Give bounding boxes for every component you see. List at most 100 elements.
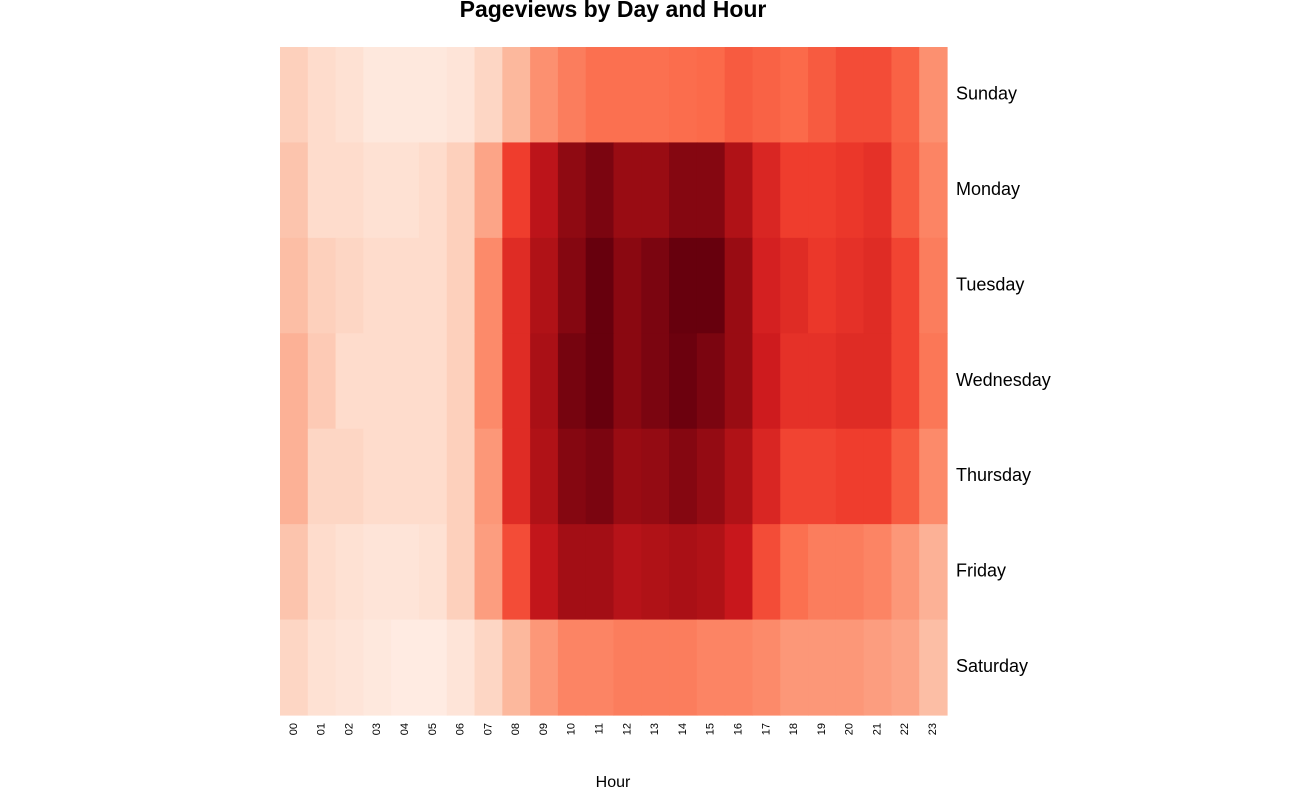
heatmap-cell-friday-12 bbox=[613, 524, 642, 621]
heatmap-cell-monday-20 bbox=[835, 142, 865, 239]
heatmap-cell-thursday-07 bbox=[474, 428, 503, 525]
row-label-saturday: Saturday bbox=[956, 656, 1028, 676]
heatmap-cell-friday-14 bbox=[669, 524, 698, 621]
heatmap-cell-sunday-14 bbox=[669, 47, 698, 144]
heatmap-cell-saturday-18 bbox=[780, 619, 809, 716]
heatmap-cell-monday-09 bbox=[530, 142, 559, 239]
heatmap-cell-monday-18 bbox=[780, 142, 809, 239]
column-label-18: 18 bbox=[788, 723, 800, 735]
heatmap-cell-friday-23 bbox=[919, 524, 948, 621]
heatmap-cell-friday-06 bbox=[446, 524, 476, 621]
heatmap-cell-monday-21 bbox=[863, 142, 893, 239]
heatmap-cell-thursday-02 bbox=[335, 428, 364, 525]
heatmap-cell-wednesday-22 bbox=[891, 333, 920, 430]
heatmap-cell-friday-04 bbox=[391, 524, 420, 621]
column-label-23: 23 bbox=[927, 723, 939, 735]
heatmap-cell-monday-22 bbox=[891, 142, 920, 239]
heatmap-cell-saturday-01 bbox=[307, 619, 337, 716]
row-label-thursday: Thursday bbox=[956, 465, 1031, 485]
heatmap-cell-thursday-00 bbox=[280, 428, 309, 525]
heatmap-cell-monday-19 bbox=[808, 142, 837, 239]
heatmap-cell-tuesday-12 bbox=[613, 237, 642, 334]
heatmap-cell-monday-10 bbox=[557, 142, 587, 239]
heatmap-cell-thursday-11 bbox=[585, 428, 615, 525]
heatmap-cell-thursday-17 bbox=[752, 428, 781, 525]
heatmap-cell-tuesday-18 bbox=[780, 237, 809, 334]
row-label-monday: Monday bbox=[956, 179, 1020, 199]
heatmap-cell-sunday-06 bbox=[446, 47, 476, 144]
heatmap-cell-friday-03 bbox=[363, 524, 392, 621]
heatmap-cell-saturday-05 bbox=[418, 619, 448, 716]
heatmap-cell-monday-07 bbox=[474, 142, 503, 239]
heatmap-cell-tuesday-11 bbox=[585, 237, 615, 334]
heatmap-cell-sunday-10 bbox=[557, 47, 587, 144]
column-label-15: 15 bbox=[705, 723, 717, 735]
heatmap-cell-monday-05 bbox=[418, 142, 448, 239]
heatmap-cell-wednesday-14 bbox=[669, 333, 698, 430]
heatmap-cell-wednesday-19 bbox=[808, 333, 837, 430]
row-label-tuesday: Tuesday bbox=[956, 274, 1024, 294]
heatmap-cell-wednesday-02 bbox=[335, 333, 364, 430]
heatmap-cell-wednesday-23 bbox=[919, 333, 948, 430]
heatmap-cell-tuesday-05 bbox=[418, 237, 448, 334]
heatmap-cell-sunday-16 bbox=[724, 47, 754, 144]
heatmap-cell-saturday-15 bbox=[696, 619, 726, 716]
heatmap-cell-monday-12 bbox=[613, 142, 642, 239]
heatmap-cell-sunday-15 bbox=[696, 47, 726, 144]
heatmap-cell-wednesday-17 bbox=[752, 333, 781, 430]
heatmap-cell-wednesday-07 bbox=[474, 333, 503, 430]
heatmap-cell-thursday-16 bbox=[724, 428, 754, 525]
heatmap-cell-tuesday-02 bbox=[335, 237, 364, 334]
heatmap-cell-thursday-03 bbox=[363, 428, 392, 525]
heatmap-cell-tuesday-16 bbox=[724, 237, 754, 334]
heatmap-cell-saturday-13 bbox=[641, 619, 670, 716]
row-labels: Sunday Monday Tuesday Wednesday Thursday Frid… bbox=[956, 83, 1051, 676]
heatmap-cell-friday-09 bbox=[530, 524, 559, 621]
row-label-sunday: Sunday bbox=[956, 83, 1017, 103]
heatmap-cell-wednesday-20 bbox=[835, 333, 865, 430]
heatmap-cell-friday-15 bbox=[696, 524, 726, 621]
heatmap-cell-friday-20 bbox=[835, 524, 865, 621]
heatmap-cell-wednesday-12 bbox=[613, 333, 642, 430]
heatmap-cell-thursday-21 bbox=[863, 428, 893, 525]
heatmap-cell-friday-07 bbox=[474, 524, 503, 621]
heatmap-cell-friday-18 bbox=[780, 524, 809, 621]
heatmap-cell-monday-00 bbox=[280, 142, 309, 239]
heatmap-cell-sunday-01 bbox=[307, 47, 337, 144]
heatmap-cell-tuesday-01 bbox=[307, 237, 337, 334]
heatmap-cell-saturday-14 bbox=[669, 619, 698, 716]
heatmap-cell-sunday-18 bbox=[780, 47, 809, 144]
column-label-04: 04 bbox=[399, 723, 411, 735]
column-label-16: 16 bbox=[732, 723, 744, 735]
heatmap-cell-thursday-06 bbox=[446, 428, 476, 525]
heatmap-cell-tuesday-15 bbox=[696, 237, 726, 334]
heatmap-cell-saturday-16 bbox=[724, 619, 754, 716]
heatmap-cells bbox=[280, 47, 948, 716]
heatmap-cell-wednesday-13 bbox=[641, 333, 670, 430]
heatmap-cell-friday-22 bbox=[891, 524, 920, 621]
heatmap-cell-tuesday-04 bbox=[391, 237, 420, 334]
heatmap-cell-monday-08 bbox=[502, 142, 531, 239]
heatmap-cell-monday-04 bbox=[391, 142, 420, 239]
heatmap-cell-sunday-17 bbox=[752, 47, 781, 144]
heatmap-cell-sunday-12 bbox=[613, 47, 642, 144]
heatmap-cell-saturday-10 bbox=[557, 619, 587, 716]
heatmap-cell-sunday-00 bbox=[280, 47, 309, 144]
column-label-03: 03 bbox=[371, 723, 383, 735]
column-label-01: 01 bbox=[316, 723, 328, 735]
heatmap-cell-sunday-21 bbox=[863, 47, 893, 144]
heatmap-cell-thursday-13 bbox=[641, 428, 670, 525]
heatmap-cell-thursday-05 bbox=[418, 428, 448, 525]
heatmap-cell-tuesday-03 bbox=[363, 237, 392, 334]
heatmap-cell-thursday-18 bbox=[780, 428, 809, 525]
heatmap-cell-sunday-09 bbox=[530, 47, 559, 144]
heatmap-cell-sunday-11 bbox=[585, 47, 615, 144]
heatmap-cell-wednesday-16 bbox=[724, 333, 754, 430]
row-label-wednesday: Wednesday bbox=[956, 370, 1051, 390]
heatmap-cell-thursday-08 bbox=[502, 428, 531, 525]
heatmap-cell-sunday-22 bbox=[891, 47, 920, 144]
heatmap-cell-friday-17 bbox=[752, 524, 781, 621]
x-axis-label: Hour bbox=[596, 774, 631, 791]
heatmap-cell-monday-01 bbox=[307, 142, 337, 239]
heatmap-cell-tuesday-07 bbox=[474, 237, 503, 334]
